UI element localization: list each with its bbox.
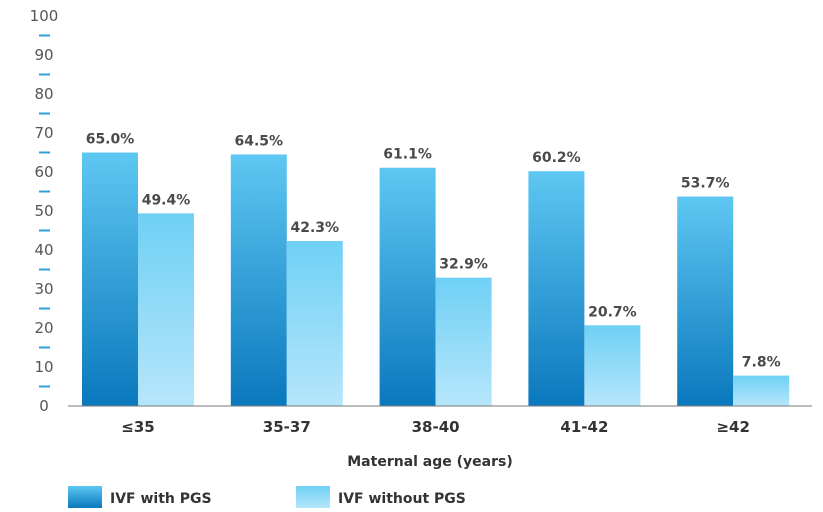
data-label: 53.7% — [681, 176, 730, 192]
x-tick-label: 41-42 — [560, 418, 608, 436]
y-tick-label: 80 — [34, 85, 53, 103]
y-tick-label: 20 — [34, 319, 53, 337]
x-tick-label: 35-37 — [263, 418, 311, 436]
bar-without-pgs — [138, 213, 194, 406]
data-label: 65.0% — [86, 132, 135, 148]
bar-without-pgs — [286, 241, 343, 406]
data-label: 61.1% — [383, 147, 432, 163]
legend-label: IVF with PGS — [110, 491, 212, 507]
bar-with-pgs — [528, 171, 585, 406]
bar-without-pgs — [733, 375, 790, 406]
x-tick-label: 38-40 — [412, 418, 460, 436]
y-tick-label: 10 — [34, 358, 53, 376]
bar-without-pgs — [584, 325, 641, 406]
data-label: 32.9% — [439, 257, 488, 273]
y-tick-label: 40 — [34, 241, 53, 259]
data-label: 60.2% — [532, 150, 581, 166]
bar-with-pgs — [230, 154, 287, 406]
legend-swatch — [68, 486, 102, 508]
bar-with-pgs — [82, 152, 138, 406]
data-label: 7.8% — [742, 355, 781, 371]
data-label: 64.5% — [235, 133, 284, 149]
legend-label: IVF without PGS — [338, 491, 466, 507]
legend: IVF with PGS IVF without PGS — [68, 486, 466, 508]
data-label: 42.3% — [291, 220, 340, 236]
bar-with-pgs — [677, 196, 734, 406]
bar-without-pgs — [435, 277, 492, 406]
x-tick-label: ≥42 — [716, 418, 749, 436]
legend-swatch — [296, 486, 330, 508]
data-label: 49.4% — [142, 192, 191, 208]
y-tick-label: 50 — [34, 202, 53, 220]
y-tick-label: 0 — [39, 397, 49, 415]
x-axis-title: Maternal age (years) — [347, 454, 513, 470]
y-tick-label: 100 — [30, 7, 59, 25]
y-tick-label: 70 — [34, 124, 53, 142]
data-label: 20.7% — [588, 304, 637, 320]
bars: 65.0% 49.4% 64.5% 42.3% 61.1% 32.9% 60.2% 20.7%… — [82, 132, 790, 406]
x-axis: ≤35 35-37 38-40 41-42 ≥42 — [68, 405, 812, 436]
y-axis: 0 10 20 30 40 50 60 70 80 90 100 — [30, 7, 59, 415]
y-tick-label: 60 — [34, 163, 53, 181]
x-tick-label: ≤35 — [121, 418, 154, 436]
y-tick-label: 90 — [34, 46, 53, 64]
y-tick-label: 30 — [34, 280, 53, 298]
bar-with-pgs — [379, 167, 436, 406]
